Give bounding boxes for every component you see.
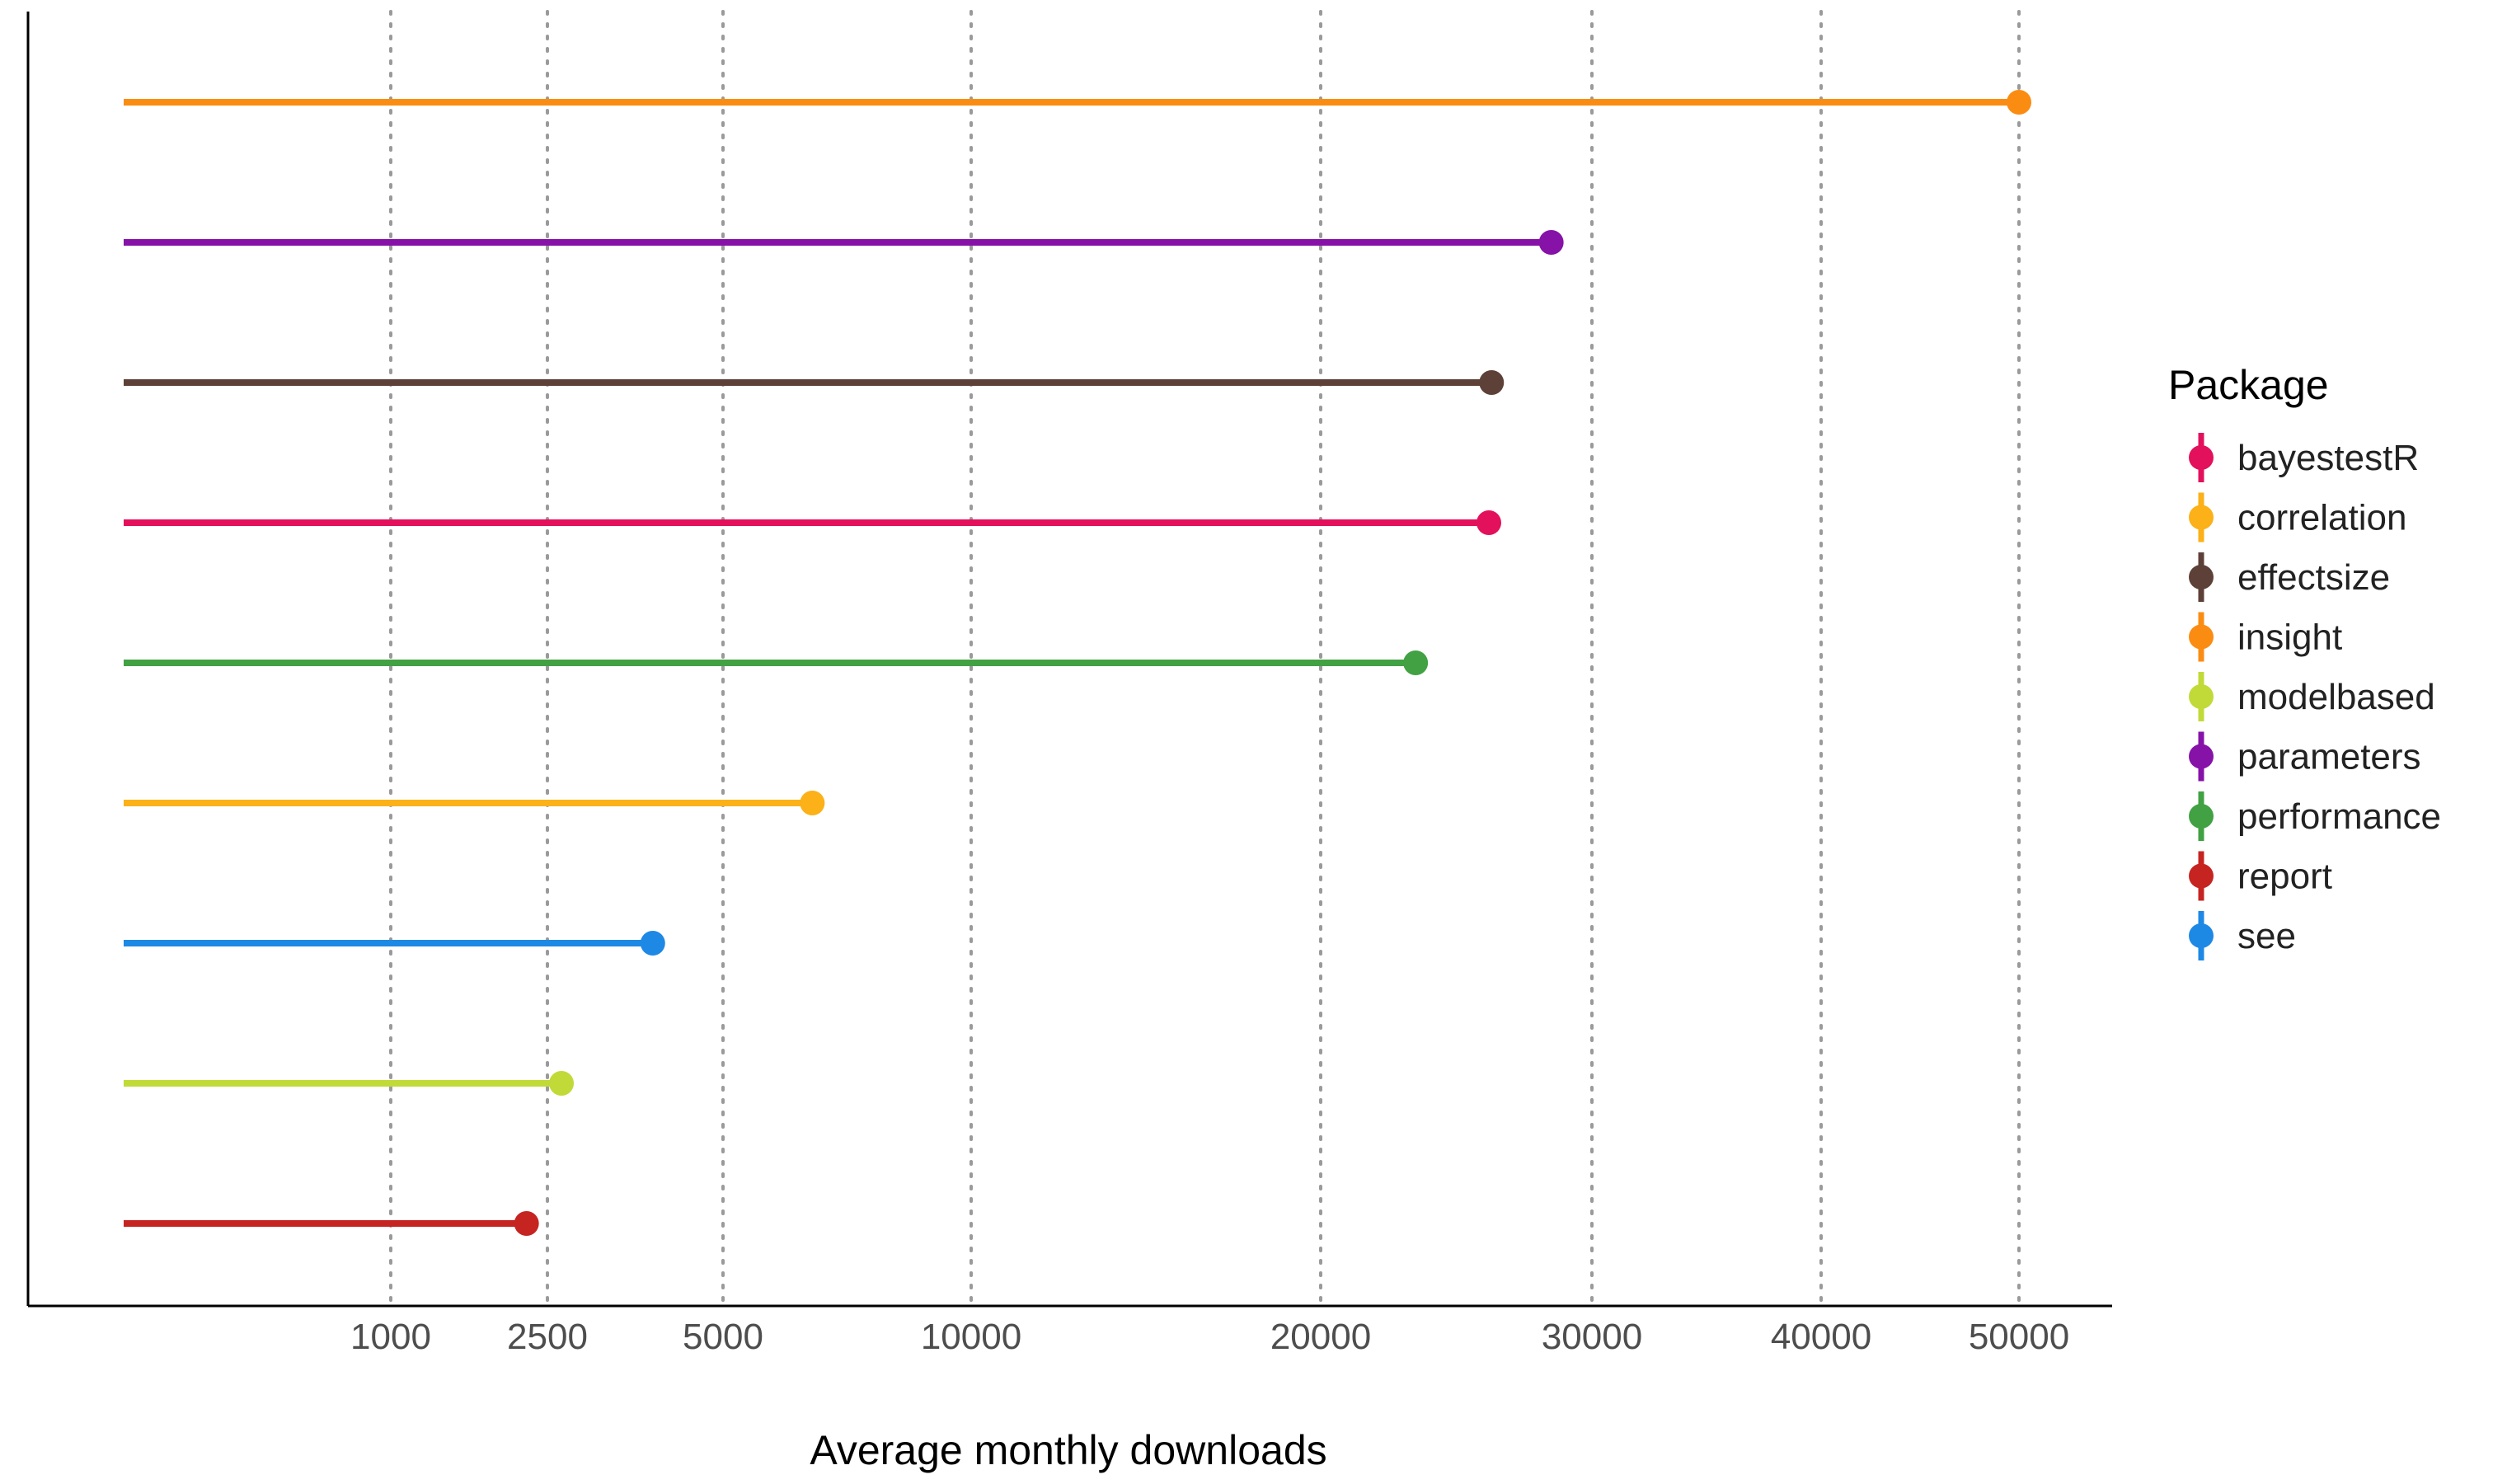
legend-label: modelbased [2237,677,2435,717]
legend-item-modelbased: modelbased [2189,672,2435,721]
x-tick-labels: 1000 2500 5000 10000 20000 30000 40000 50000 [350,1317,2069,1357]
legend-label: performance [2237,796,2441,837]
x-tick-label: 2500 [507,1317,588,1357]
point-effectsize [1479,370,1505,395]
legend-item-parameters: parameters [2189,731,2421,782]
legend-label: bayestestR [2237,438,2419,478]
legend-key-dot [2189,684,2214,709]
point-insight [2007,90,2031,115]
legend-key-dot [2189,445,2214,470]
legend-item-insight: insight [2189,612,2342,662]
x-tick-label: 1000 [350,1317,431,1357]
legend-item-effectsize: effectsize [2189,552,2390,602]
x-tick-label: 50000 [1969,1317,2069,1357]
point-bayestestR [1476,510,1501,535]
axes [26,12,2112,1308]
point-modelbased [549,1071,575,1096]
lollipop-marks [124,90,2031,1236]
point-see [640,931,665,956]
legend-label: effectsize [2237,557,2390,598]
legend-item-correlation: correlation [2189,492,2406,542]
x-tick-label: 5000 [683,1317,763,1357]
point-correlation [800,791,825,815]
legend-title: Package [2168,362,2329,408]
legend-item-performance: performance [2189,791,2441,841]
legend-label: correlation [2237,498,2406,538]
legend-key-dot [2189,923,2214,948]
point-parameters [1538,230,1564,255]
legend-item-bayestestR: bayestestR [2189,433,2419,482]
legend-label: parameters [2237,737,2421,777]
legend-key-dot [2189,744,2214,769]
grid-lines [389,10,2021,1308]
legend-key-dot [2189,863,2214,889]
legend-key-dot [2189,565,2214,589]
legend-label: report [2237,857,2332,897]
legend-key-dot [2189,624,2214,650]
point-performance [1403,650,1429,675]
legend-label: see [2237,916,2296,956]
x-tick-label: 30000 [1542,1317,1642,1357]
x-axis-title: Average monthly downloads [810,1427,1326,1473]
x-tick-label: 20000 [1270,1317,1371,1357]
legend-key-dot [2189,804,2214,829]
x-tick-label: 10000 [921,1317,1021,1357]
legend-key-dot [2189,505,2214,530]
legend-item-report: report [2189,851,2332,901]
legend-label: insight [2237,618,2342,658]
legend: Package bayestestR correlation effectsize i… [2168,362,2441,960]
x-tick-label: 40000 [1771,1317,1871,1357]
point-report [514,1211,539,1236]
legend-item-see: see [2189,911,2296,960]
